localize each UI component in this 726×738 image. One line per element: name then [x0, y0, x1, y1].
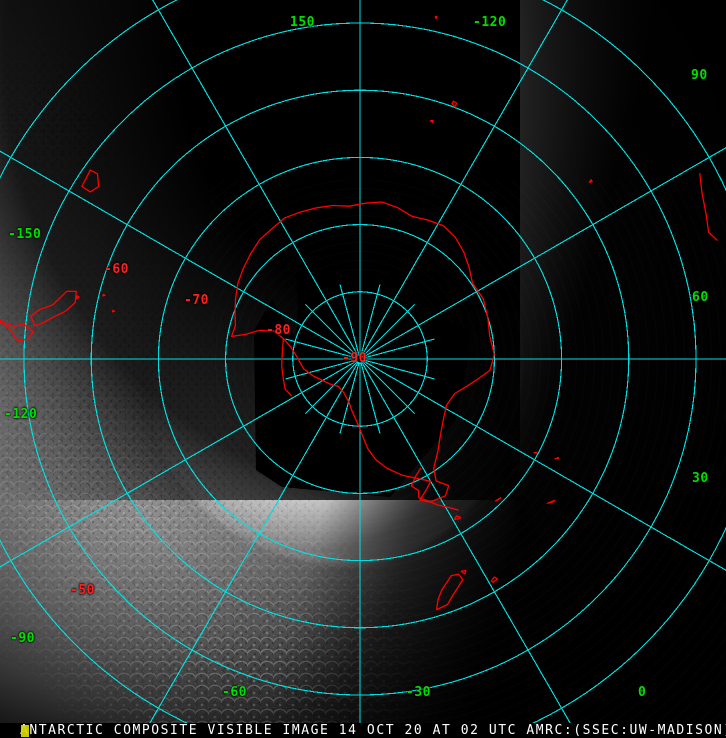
caption-bar: ANTARCTIC COMPOSITE VISIBLE IMAGE 14 OCT… — [0, 723, 726, 738]
latitude-label-0: -60 — [104, 262, 129, 277]
satellite-image[interactable]: 150 -120 90 -150 60 -120 30 -90 -60 -30 0 -60 -70 -8… — [0, 0, 726, 723]
parallel-lines — [0, 0, 726, 723]
longitude-label-1: -120 — [473, 15, 507, 30]
latitude-label-3: -90 — [342, 351, 367, 366]
text-cursor[interactable] — [21, 725, 29, 737]
longitude-label-4: 60 — [692, 290, 709, 305]
longitude-label-6: 30 — [692, 471, 709, 486]
longitude-label-8: -60 — [222, 685, 247, 700]
latitude-label-2: -80 — [266, 323, 291, 338]
longitude-label-5: -120 — [4, 407, 38, 422]
longitude-label-10: 0 — [638, 685, 647, 700]
longitude-label-7: -90 — [10, 631, 35, 646]
longitude-label-9: -30 — [406, 685, 431, 700]
caption-text: ANTARCTIC COMPOSITE VISIBLE IMAGE 14 OCT… — [20, 723, 726, 738]
longitude-label-2: 90 — [691, 68, 708, 83]
meridian-lines — [0, 0, 726, 723]
longitude-label-0: 150 — [290, 15, 315, 30]
coastline-overlay — [0, 15, 718, 611]
latitude-label-1: -70 — [184, 293, 209, 308]
lat-lon-graticule — [0, 0, 726, 723]
longitude-label-3: -150 — [8, 227, 42, 242]
latitude-label-4: -50 — [70, 583, 95, 598]
